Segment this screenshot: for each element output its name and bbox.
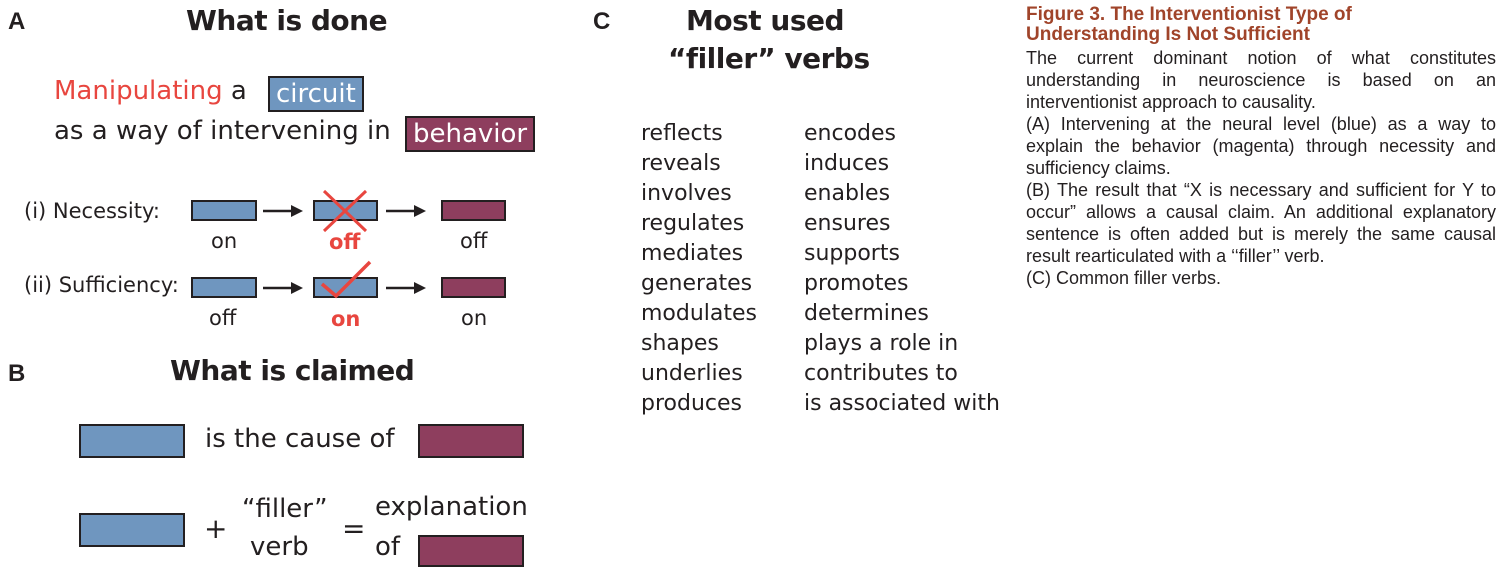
arrow-icon [263, 205, 303, 217]
intervening-line: as a way of intervening in [54, 116, 391, 146]
arrow-icon [386, 205, 426, 217]
caption-panel-a: (A) Intervening at the neural level (blu… [1026, 114, 1496, 178]
filler-word: “filler” [242, 494, 328, 524]
panel-a-letter: A [8, 8, 26, 35]
verbs-right-column: encodes induces enables ensures supports… [804, 119, 1000, 419]
necessity-state-1: on [211, 229, 238, 253]
caption-panel-c: (C) Common filler verbs. [1026, 268, 1222, 288]
panel-c-title-line1: Most used [686, 4, 845, 37]
verb-item: determines [804, 301, 929, 326]
sufficiency-state-2: on [331, 307, 361, 331]
verb-item: plays a role in [804, 331, 959, 356]
necessity-behavior-box [441, 200, 506, 221]
checkmark-icon [320, 260, 372, 299]
explanation-word: explanation [375, 492, 528, 522]
verb-item: encodes [804, 121, 896, 146]
article-a: a [230, 76, 247, 106]
cause-text: is the cause of [205, 424, 395, 454]
caption-intro: The current dominant notion of what cons… [1026, 48, 1496, 112]
verb-word: verb [250, 532, 309, 562]
verb-item: induces [804, 151, 890, 176]
arrow-icon [263, 282, 303, 294]
panel-b-letter: B [8, 360, 26, 387]
verb-item: reflects [641, 121, 723, 146]
verb-item: shapes [641, 331, 719, 356]
panel-c-letter: C [593, 8, 611, 35]
explanation-behavior-box [418, 535, 524, 567]
arrow-icon [386, 282, 426, 294]
verb-item: enables [804, 181, 891, 206]
of-word: of [375, 532, 401, 562]
cross-icon [322, 189, 368, 233]
necessity-state-3: off [460, 229, 488, 253]
verb-item: underlies [641, 361, 743, 386]
verb-item: reveals [641, 151, 721, 176]
necessity-neural-box-1 [191, 200, 257, 221]
cause-neural-box [79, 424, 185, 458]
manipulating-word: Manipulating [54, 76, 223, 106]
necessity-label: (i) Necessity: [24, 199, 160, 223]
verb-item: produces [641, 391, 742, 416]
verb-item: modulates [641, 301, 758, 326]
circuit-tag: circuit [268, 76, 364, 112]
caption-title-line2: Understanding Is Not Sufficient [1026, 24, 1310, 45]
verb-item: supports [804, 241, 900, 266]
cause-behavior-box [418, 424, 524, 458]
sufficiency-state-3: on [461, 306, 488, 330]
verbs-left-column: reflects reveals involves regulates medi… [641, 119, 757, 419]
verb-item: involves [641, 181, 732, 206]
necessity-state-2: off [329, 230, 361, 254]
sufficiency-state-1: off [209, 306, 237, 330]
sufficiency-label: (ii) Sufficiency: [24, 273, 179, 297]
verb-item: generates [641, 271, 753, 296]
verb-item: regulates [641, 211, 745, 236]
verb-item: ensures [804, 211, 891, 236]
equals-sign: = [342, 512, 366, 545]
panel-b-title: What is claimed [170, 354, 415, 387]
caption-panel-b: (B) The result that “X is necessary and … [1026, 180, 1496, 266]
verb-item: is associated with [804, 391, 1000, 416]
panel-a-title: What is done [186, 4, 388, 37]
caption-title-line1: Figure 3. The Interventionist Type of [1026, 4, 1352, 25]
manipulating-line: Manipulating a [54, 76, 247, 106]
sufficiency-neural-box-1 [191, 277, 257, 298]
plus-sign: + [204, 512, 228, 545]
behavior-tag: behavior [405, 116, 536, 152]
verb-item: promotes [804, 271, 909, 296]
verb-item: contributes to [804, 361, 958, 386]
sufficiency-behavior-box [441, 277, 506, 298]
verb-item: mediates [641, 241, 744, 266]
figure-caption: Figure 3. The Interventionist Type of Un… [1026, 5, 1496, 289]
panel-c-title-line2: “filler” verbs [668, 42, 870, 75]
explanation-neural-box [79, 513, 185, 547]
